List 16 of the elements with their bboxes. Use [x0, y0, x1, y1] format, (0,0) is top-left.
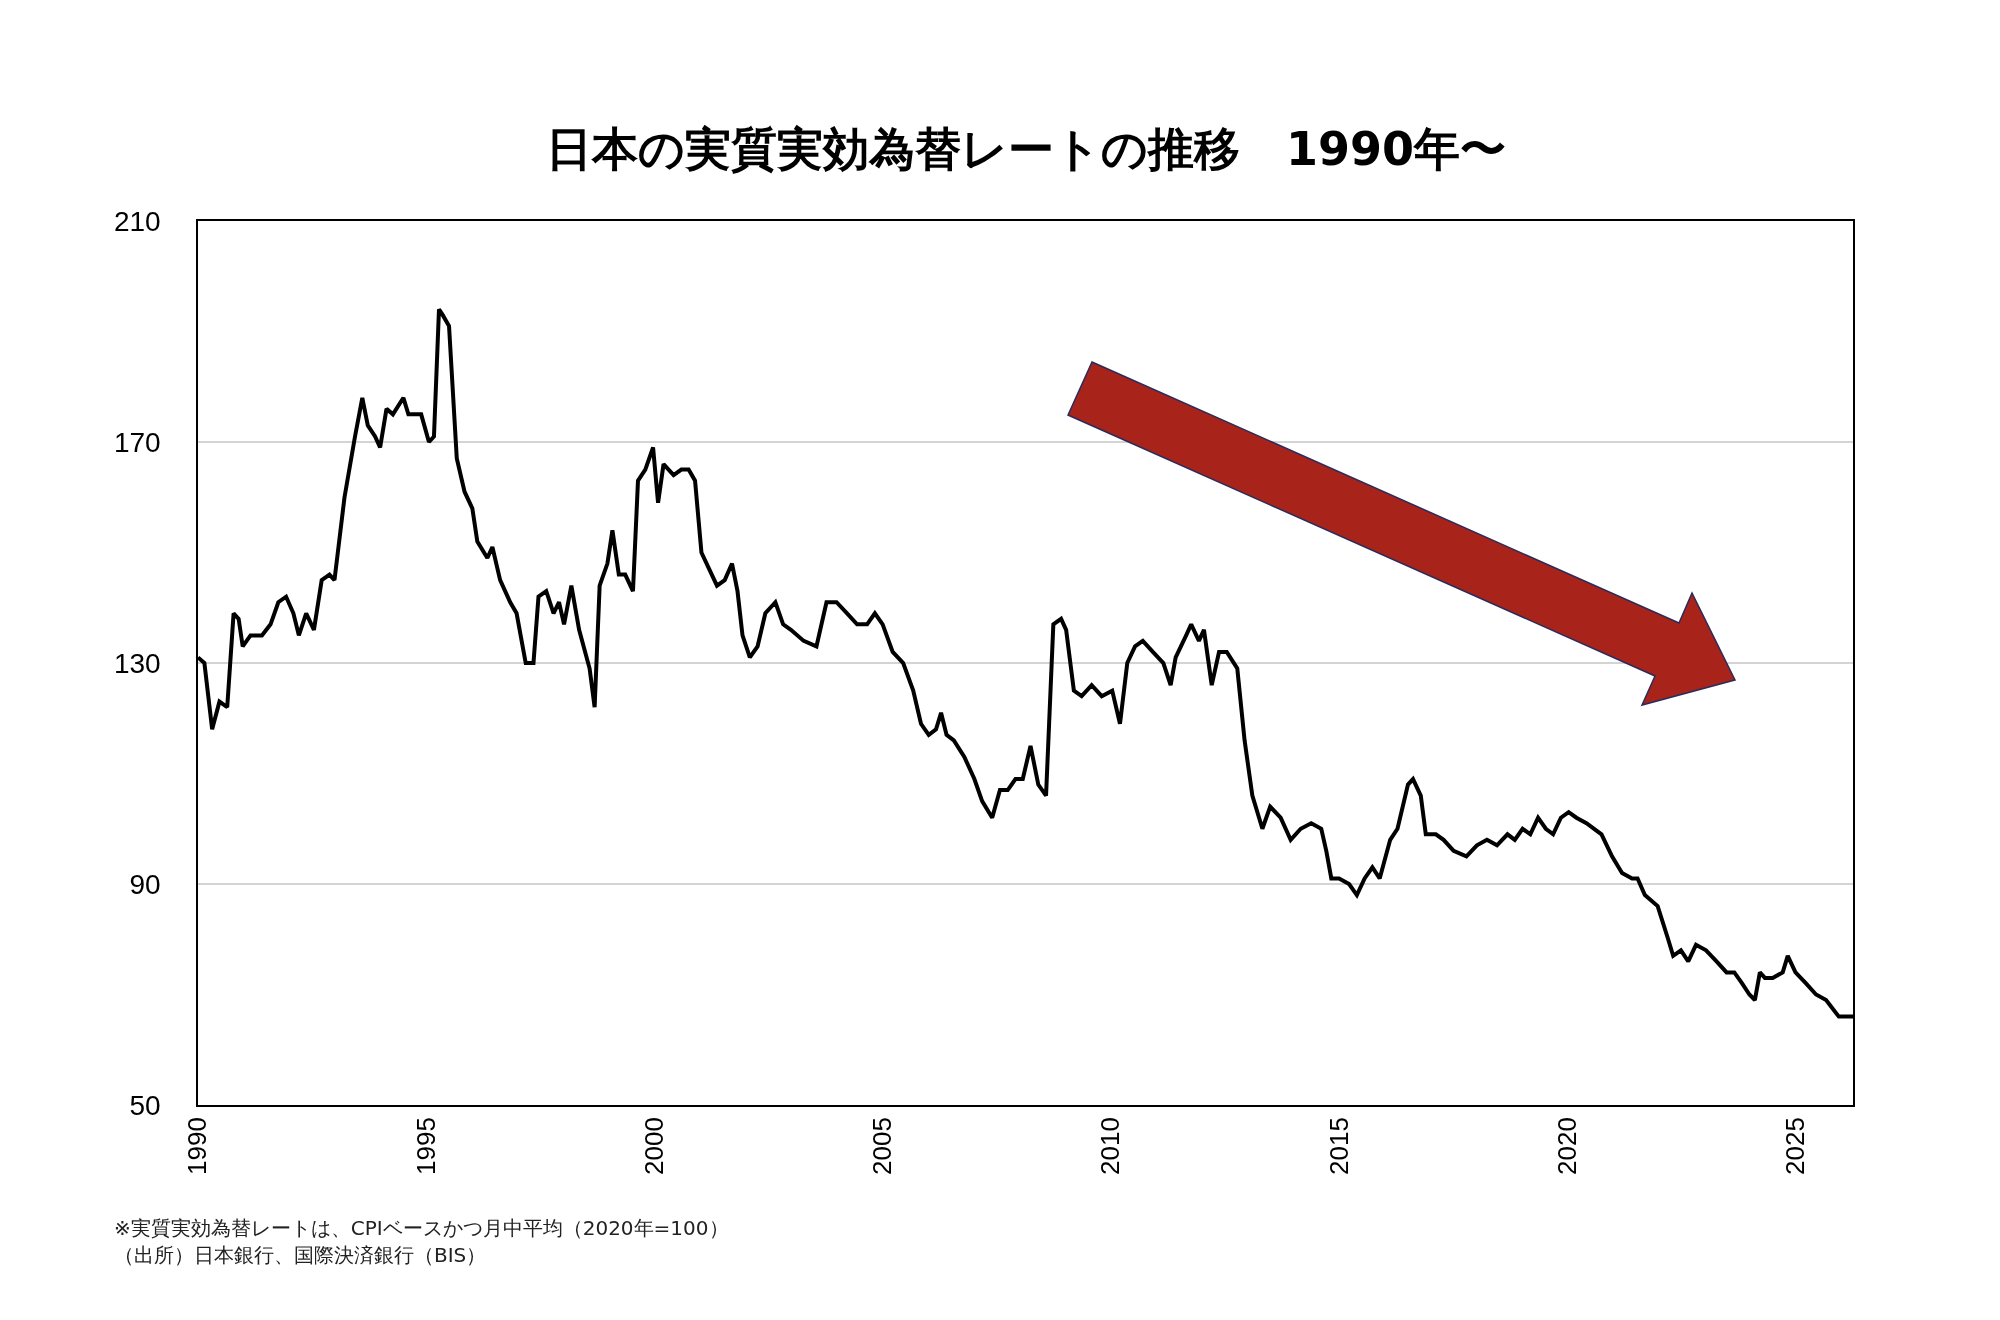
text: ※実質実効為替レートは、CPIベースかつ月中平均（2020年=100）: [114, 1216, 729, 1240]
x-tick-label: 2025: [1779, 1117, 1810, 1175]
x-tick-label: 2005: [867, 1117, 898, 1175]
y-tick-label: 50: [129, 1089, 161, 1121]
text: （出所）日本銀行、国際決済銀行（BIS）: [114, 1243, 487, 1267]
x-tick-label: 1990: [182, 1117, 213, 1175]
x-tick-label: 2010: [1095, 1117, 1126, 1175]
x-tick-label: 2015: [1323, 1117, 1354, 1175]
y-tick-label: 90: [129, 868, 161, 900]
chart-title: 日本の実質実効為替レートの推移 1990年〜: [545, 122, 1507, 177]
x-tick-label: 2000: [638, 1117, 669, 1175]
y-tick-label: 170: [113, 426, 161, 458]
y-tick-label: 210: [113, 205, 161, 237]
x-tick-label: 2020: [1551, 1117, 1582, 1175]
y-tick-label: 130: [113, 647, 161, 679]
x-tick-label: 1995: [410, 1117, 441, 1175]
